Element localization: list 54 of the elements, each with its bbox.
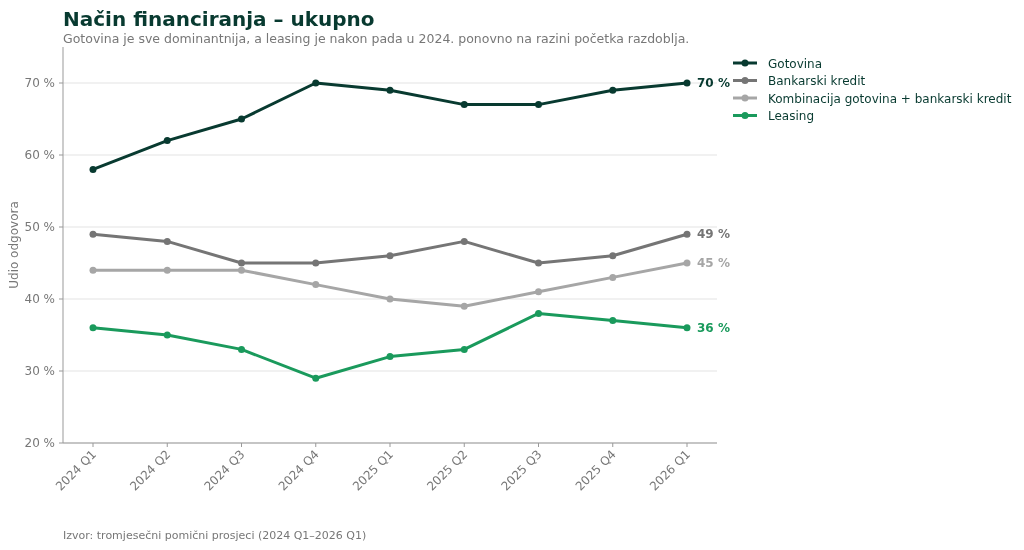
legend-label: Leasing	[768, 109, 815, 123]
point	[238, 115, 245, 123]
point	[535, 101, 542, 109]
y-tick-label: 70 %	[24, 76, 55, 90]
point	[163, 137, 171, 145]
point	[460, 101, 468, 109]
point	[89, 165, 97, 173]
text: Izvor: tromjesečni pomični prosjeci (2024 Q1–2026 Q1)	[63, 529, 367, 542]
point	[312, 281, 320, 289]
data-label: 70 %	[697, 76, 730, 90]
point	[238, 266, 245, 274]
point	[89, 324, 97, 332]
point	[609, 86, 617, 94]
point	[609, 317, 617, 325]
legend-label: Gotovina	[768, 56, 823, 71]
point	[386, 353, 394, 361]
y-tick-label: 50 %	[24, 220, 55, 234]
legend-label: Kombinacija gotovina + bankarski kredit	[768, 91, 1012, 106]
point	[386, 295, 394, 303]
legend-label: Bankarski kredit	[768, 74, 866, 88]
point	[535, 288, 542, 296]
point	[89, 230, 97, 238]
chart-title: Način financiranja – ukupno	[63, 7, 375, 31]
chart-subtitle: Gotovina je sve dominantnija, a leasing je nakon pada u 2024. ponovno na razini početka razdoblja.	[63, 31, 690, 46]
point	[312, 79, 320, 87]
point	[163, 237, 171, 245]
point	[460, 302, 468, 310]
data-label: 36 %	[697, 320, 730, 335]
point	[460, 345, 468, 353]
point	[683, 230, 691, 238]
point	[535, 309, 542, 317]
data-label: 49 %	[697, 227, 730, 242]
point	[89, 266, 97, 274]
point	[312, 259, 320, 267]
point	[386, 252, 394, 260]
y-tick-label: 30 %	[24, 364, 55, 378]
point	[460, 237, 468, 245]
point	[312, 374, 320, 382]
y-tick-label: 60 %	[24, 148, 55, 162]
point	[535, 259, 542, 267]
point	[609, 273, 617, 281]
y-tick-label: 40 %	[24, 292, 55, 306]
data-label: 45 %	[697, 256, 730, 270]
point	[386, 86, 394, 94]
point	[683, 259, 691, 267]
point	[163, 266, 171, 274]
point	[683, 324, 691, 332]
y-tick-label: 20 %	[24, 436, 55, 450]
point	[238, 259, 245, 267]
point	[163, 331, 171, 339]
point	[238, 345, 245, 353]
y-axis-title: Udio odgovora	[7, 201, 21, 289]
point	[683, 79, 691, 87]
point	[609, 252, 617, 260]
